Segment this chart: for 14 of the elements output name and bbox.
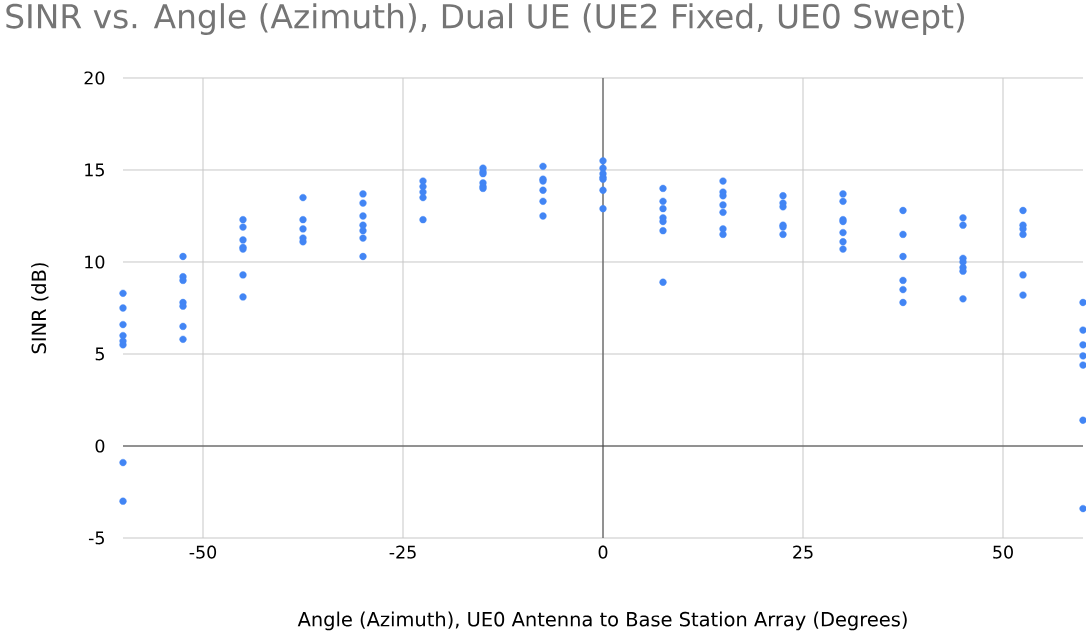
y-tick-label: 10 bbox=[85, 255, 105, 269]
x-tick-label: 50 bbox=[993, 545, 1013, 559]
y-tick-label: -5 bbox=[88, 531, 104, 545]
x-tick-label: 0 bbox=[598, 545, 608, 559]
y-tick-label: 15 bbox=[85, 163, 104, 177]
x-tick-label: 25 bbox=[793, 545, 813, 559]
chart-title: SINR vs. Angle (Azimuth), Dual UE (UE2 Fixed, UE0 Swept) bbox=[6, 3, 964, 36]
y-tick-label: 20 bbox=[84, 71, 105, 85]
y-tick-label: 0 bbox=[95, 439, 105, 453]
y-axis-title: SINR (dB) bbox=[31, 263, 49, 354]
x-tick-label: -50 bbox=[189, 545, 217, 559]
x-tick-label: -25 bbox=[389, 545, 416, 559]
x-axis-title: Angle (Azimuth), UE0 Antenna to Base Station Array (Degrees) bbox=[297, 611, 907, 631]
y-tick-label: 5 bbox=[95, 347, 104, 361]
